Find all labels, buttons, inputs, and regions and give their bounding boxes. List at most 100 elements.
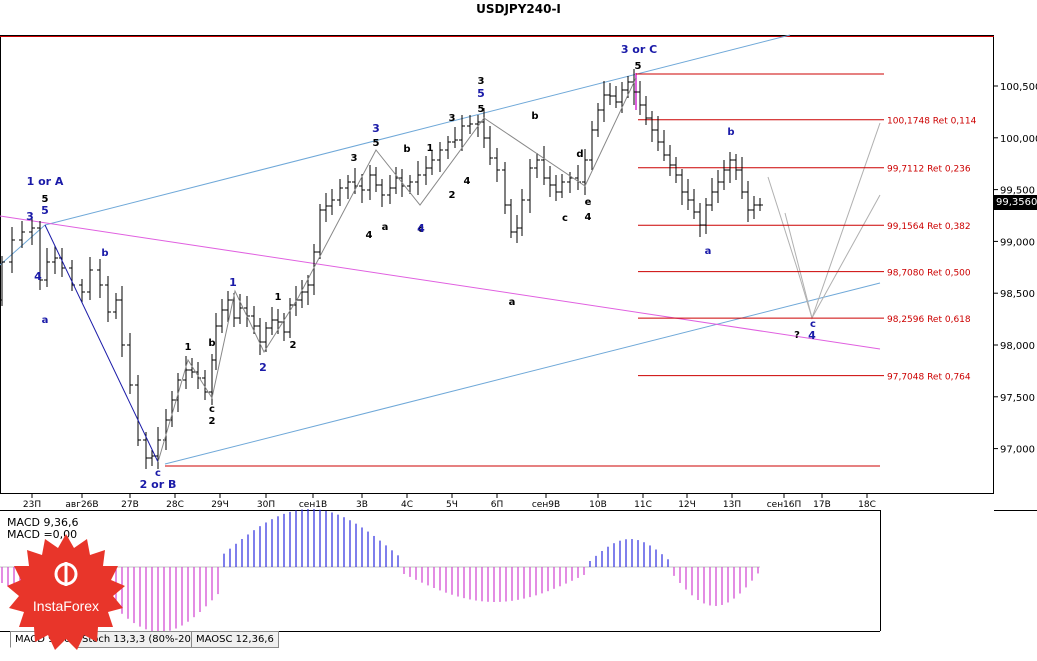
fib-label-4: 98,2596 Ret 0,618 [887,315,971,325]
x-tick-label-0: 23П [23,500,41,510]
wave-label-11: c [209,404,215,415]
x-tick-label-9: 5Ч [446,500,458,510]
wave-label-33: b [531,111,538,122]
wave-label-26: 2 [449,190,456,201]
macd-value-label: MACD =0,00 [7,528,78,541]
wave-label-6: b [101,248,108,259]
wave-label-30: 5 [477,87,485,100]
y-axis: 100,500 100,000 99,500 99,000 98,500 98,000 97… [994,82,1037,456]
fibonacci-levels: 100,1748 Ret 0,114 99,7112 Ret 0,236 99,15… [165,73,977,467]
wave-line-a [44,224,159,463]
wave-label-20: 5 [373,138,380,149]
wave-label-7: c [155,468,161,479]
wave-label-8: 2 or B [140,478,177,491]
wave-label-41: b [727,127,734,138]
logo-emblem-icon [54,562,78,586]
wave-label-9: 1 [185,342,192,353]
wave-label-2: 5 [41,204,49,217]
x-tick-label-5: 30П [257,500,275,510]
macd-histogram [0,509,760,632]
projection-path-a [767,176,881,320]
wave-label-3: 3 [26,210,34,223]
x-tick-label-3: 28С [166,500,184,510]
current-price-label: 99,3560 [994,195,1037,210]
channel-lower-line [164,282,881,465]
fib-label-3: 98,7080 Ret 0,500 [887,269,971,279]
wave-label-13: 1 [229,276,237,289]
x-axis: 23П авг26В 27В 28С 29Ч 30П сен1В 3В 4С 5Ч 6П сен9В 1… [23,494,876,510]
wave-label-23: c [418,224,424,235]
y-tick-label-5: 98,000 [1000,341,1035,352]
x-tick-label-2: 27В [121,500,139,510]
wave-label-18: 4 [366,230,373,241]
x-tick-label-16: сен16П [767,500,802,510]
wave-label-24: 4 [417,222,425,235]
wave-label-27: 3 [449,113,456,124]
wave-label-5: a [42,315,49,326]
wave-label-43: 4 [808,329,816,342]
wave-label-21: a [382,222,389,233]
wave-label-36: e [585,197,592,208]
wave-label-25: 1 [427,143,434,154]
x-tick-label-15: 13П [723,500,741,510]
logo-starburst [7,534,125,650]
y-tick-label-7: 97,000 [1000,445,1035,456]
x-tick-label-8: 4С [401,500,413,510]
wave-label-44: ? [794,330,800,341]
x-tick-label-17: 17В [813,500,831,510]
channel-upper-line [44,34,791,226]
x-tick-label-14: 12Ч [678,500,696,510]
wave-label-0: 1 or A [27,175,64,188]
instaforex-logo: InstaForex [7,534,125,650]
wave-label-29: 3 [478,76,485,87]
wave-label-4: 4 [34,270,42,283]
x-tick-label-18: 18С [858,500,876,510]
wave-label-28: 4 [464,176,471,187]
y-tick-label-2: 99,500 [1000,186,1035,197]
macd-indicator-label: MACD 9,36,6 [7,516,79,529]
fib-label-5: 97,7048 Ret 0,764 [887,373,971,383]
wave-label-35: d [576,149,583,160]
x-tick-label-6: сен1В [299,500,327,510]
wave-label-14: 2 [259,361,267,374]
wave-label-37: 4 [585,212,592,223]
wave-label-40: a [705,246,712,257]
wave-label-38: 3 or C [621,43,657,56]
wave-label-15: 1 [275,292,282,303]
logo-text: InstaForex [32,598,100,614]
fib-label-0: 100,1748 Ret 0,114 [887,117,977,127]
wave-label-19: 3 [372,122,380,135]
wave-label-39: 5 [635,61,642,72]
x-tick-label-1: авг26В [65,500,98,510]
y-tick-label-1: 100,000 [1000,134,1037,145]
y-tick-label-3: 99,000 [1000,237,1035,248]
trendlines [0,34,881,465]
tab-maosc[interactable]: MAOSC 12,36,6 [191,631,279,648]
wave-label-12: 2 [209,416,216,427]
wave-lines [44,77,637,463]
x-tick-label-13: 11С [634,500,652,510]
wave-label-42: c [810,319,816,330]
chart-title: USDJPY240-I [476,2,561,16]
wave-label-22: b [403,144,410,155]
main-plot-frame [0,35,994,494]
y-tick-label-0: 100,500 [1000,82,1037,93]
candles [0,69,763,469]
x-tick-label-4: 29Ч [211,500,229,510]
x-tick-label-12: 10В [589,500,607,510]
x-tick-label-10: 6П [491,500,504,510]
wave-label-34: c [562,213,568,224]
fib-label-2: 99,1564 Ret 0,382 [887,222,971,232]
wave-line-c [297,77,637,299]
pink-trend-line [0,215,881,350]
wave-label-16: 2 [290,340,297,351]
wave-label-31: 5 [478,104,485,115]
wave-label-10: b [208,338,215,349]
fib-label-1: 99,7112 Ret 0,236 [887,165,971,175]
x-tick-label-11: сен9В [532,500,560,510]
wave-label-1: 5 [42,194,49,205]
y-tick-label-6: 97,500 [1000,393,1035,404]
wave-label-32: a [509,297,516,308]
